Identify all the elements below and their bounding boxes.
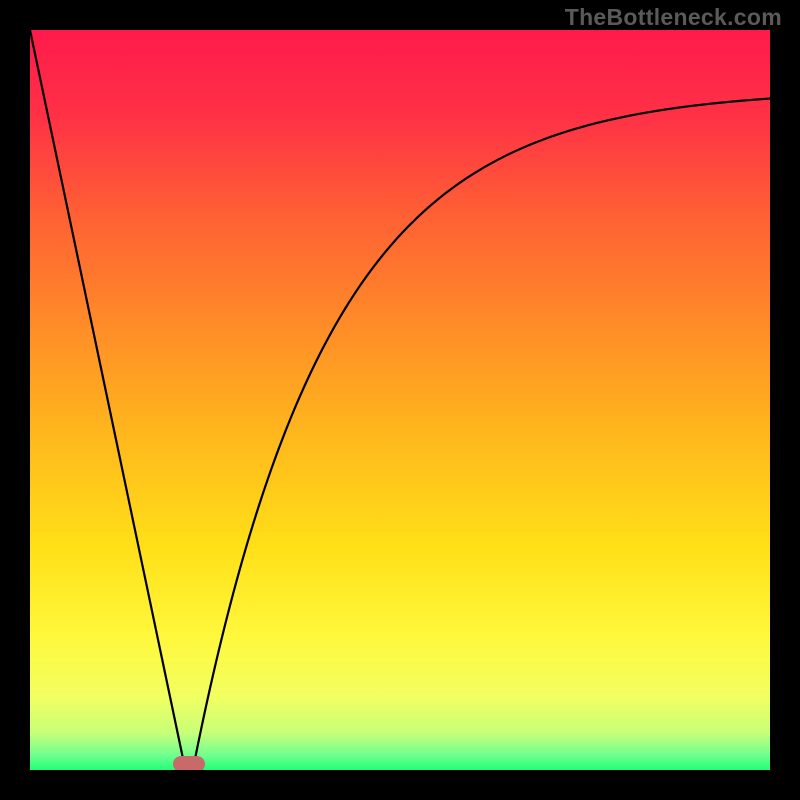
optimum-marker <box>173 756 205 770</box>
bottleneck-curve <box>30 30 770 770</box>
plot-area <box>30 30 770 770</box>
watermark-text: TheBottleneck.com <box>565 4 782 31</box>
curve-svg <box>30 30 770 770</box>
